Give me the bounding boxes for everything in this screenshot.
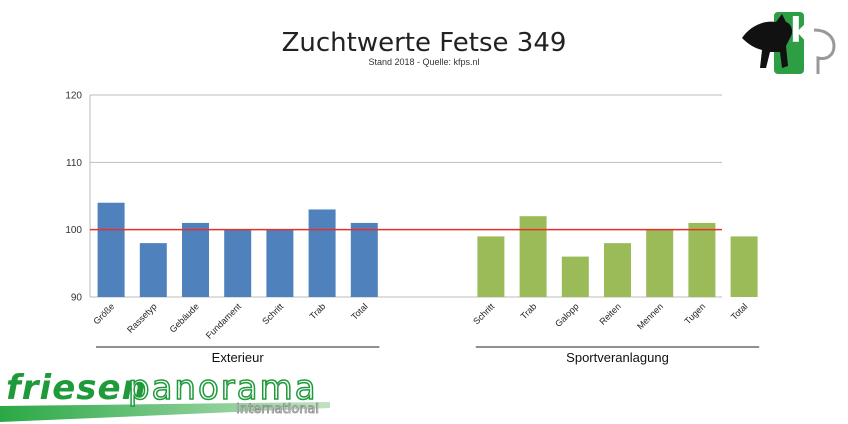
x-tick-label: Rassetyp <box>125 301 159 335</box>
brand-international: International <box>236 402 320 418</box>
y-tick-label: 110 <box>66 158 82 169</box>
x-tick-label: Tugen <box>682 301 707 326</box>
x-tick-label: Trab <box>519 301 539 321</box>
bar <box>97 202 125 297</box>
brand-friesen: friesen <box>6 368 147 408</box>
group-label: Sportveranlagung <box>566 350 669 365</box>
bar <box>730 236 758 297</box>
x-tick-label: Galopp <box>553 301 581 329</box>
bar <box>308 209 336 297</box>
y-tick-label: 120 <box>65 91 82 102</box>
x-tick-label: Reiten <box>597 301 622 326</box>
brand-panorama: panorama <box>127 367 318 409</box>
bar <box>477 236 505 297</box>
bar <box>604 243 631 297</box>
bar <box>519 216 547 297</box>
chart-title: Zuchtwerte Fetse 349 <box>281 28 567 58</box>
bar <box>350 222 378 297</box>
x-tick-label: Gebäude <box>168 301 201 334</box>
bar <box>561 256 589 297</box>
green-swoosh-icon <box>0 402 330 422</box>
horse-logo-icon: kfp <box>742 11 848 74</box>
bar <box>139 243 167 297</box>
bar <box>688 222 716 297</box>
bar <box>224 229 252 297</box>
y-tick-label: 90 <box>71 293 83 304</box>
x-tick-label: Mennen <box>635 301 665 331</box>
x-tick-label: Schritt <box>260 301 285 326</box>
x-tick-label: Trab <box>308 301 328 321</box>
x-tick-label: Total <box>349 301 370 322</box>
y-tick-label: 100 <box>65 225 82 236</box>
friesenpanorama-logo: friesen panorama International <box>0 367 340 424</box>
x-tick-label: Größe <box>91 301 116 326</box>
x-tick-label: Fundament <box>204 301 244 341</box>
x-tick-label: Schritt <box>471 301 496 326</box>
kfp-logo: kfp <box>736 8 848 80</box>
bar <box>182 222 209 297</box>
bar <box>646 229 674 297</box>
bar <box>266 229 294 297</box>
chart-subtitle: Stand 2018 - Quelle: kfps.nl <box>368 57 480 67</box>
group-label: Exterieur <box>212 350 265 365</box>
x-tick-label: Total <box>729 301 750 322</box>
